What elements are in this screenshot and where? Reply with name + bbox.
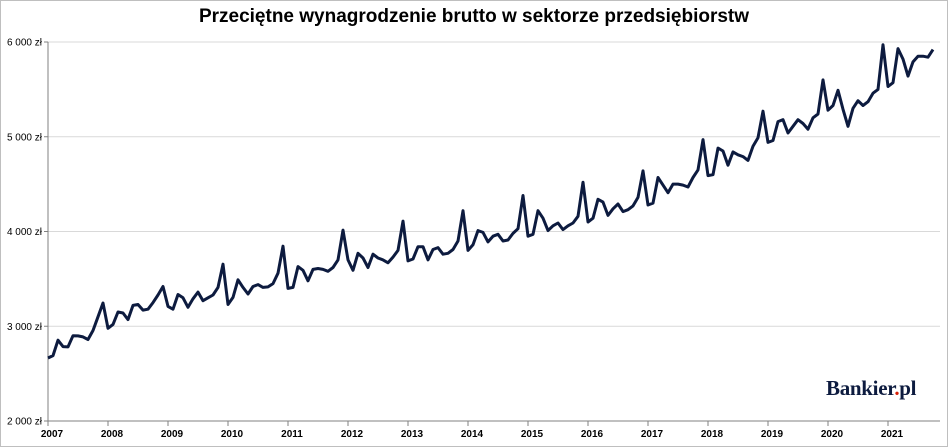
x-tick-label: 2011 (281, 429, 303, 440)
x-tick-label: 2009 (161, 429, 184, 440)
x-tick-label: 2007 (41, 429, 64, 440)
chart-title: Przeciętne wynagrodzenie brutto w sektor… (198, 6, 750, 27)
logo-dot: . (894, 376, 900, 400)
x-tick-label: 2016 (581, 429, 604, 440)
x-tick-labels: 2007 2008 2009 2010 2011 2012 2013 2014 2015 2016… (41, 421, 904, 440)
x-tick-label: 2019 (761, 429, 784, 440)
x-tick-label: 2017 (641, 429, 664, 440)
x-tick-label: 2008 (101, 429, 124, 440)
y-tick-labels: 2 000 zł 3 000 zł 4 000 zł 5 000 zł 6 000 zł (7, 38, 43, 428)
x-tick-label: 2021 (881, 429, 904, 440)
x-tick-label: 2018 (701, 429, 724, 440)
logo-text-main: Bankier (826, 376, 895, 400)
bankier-logo: Bankier.pl (826, 376, 917, 401)
series-line (47, 43, 935, 360)
x-tick-label: 2013 (401, 429, 424, 440)
series-layer (47, 43, 935, 360)
x-tick-label: 2014 (461, 429, 484, 440)
x-tick-label: 2012 (341, 429, 364, 440)
y-tick-label: 5 000 zł (7, 132, 43, 143)
y-tick-label: 3 000 zł (7, 322, 43, 333)
x-tick-label: 2020 (821, 429, 844, 440)
y-tick-label: 4 000 zł (7, 227, 43, 238)
grid-lines (44, 41, 940, 422)
x-tick-label: 2015 (521, 429, 544, 440)
y-tick-label: 6 000 zł (7, 38, 43, 49)
x-tick-label: 2010 (221, 429, 244, 440)
y-tick-label: 2 000 zł (7, 417, 43, 428)
logo-text-domain: pl (899, 376, 917, 400)
